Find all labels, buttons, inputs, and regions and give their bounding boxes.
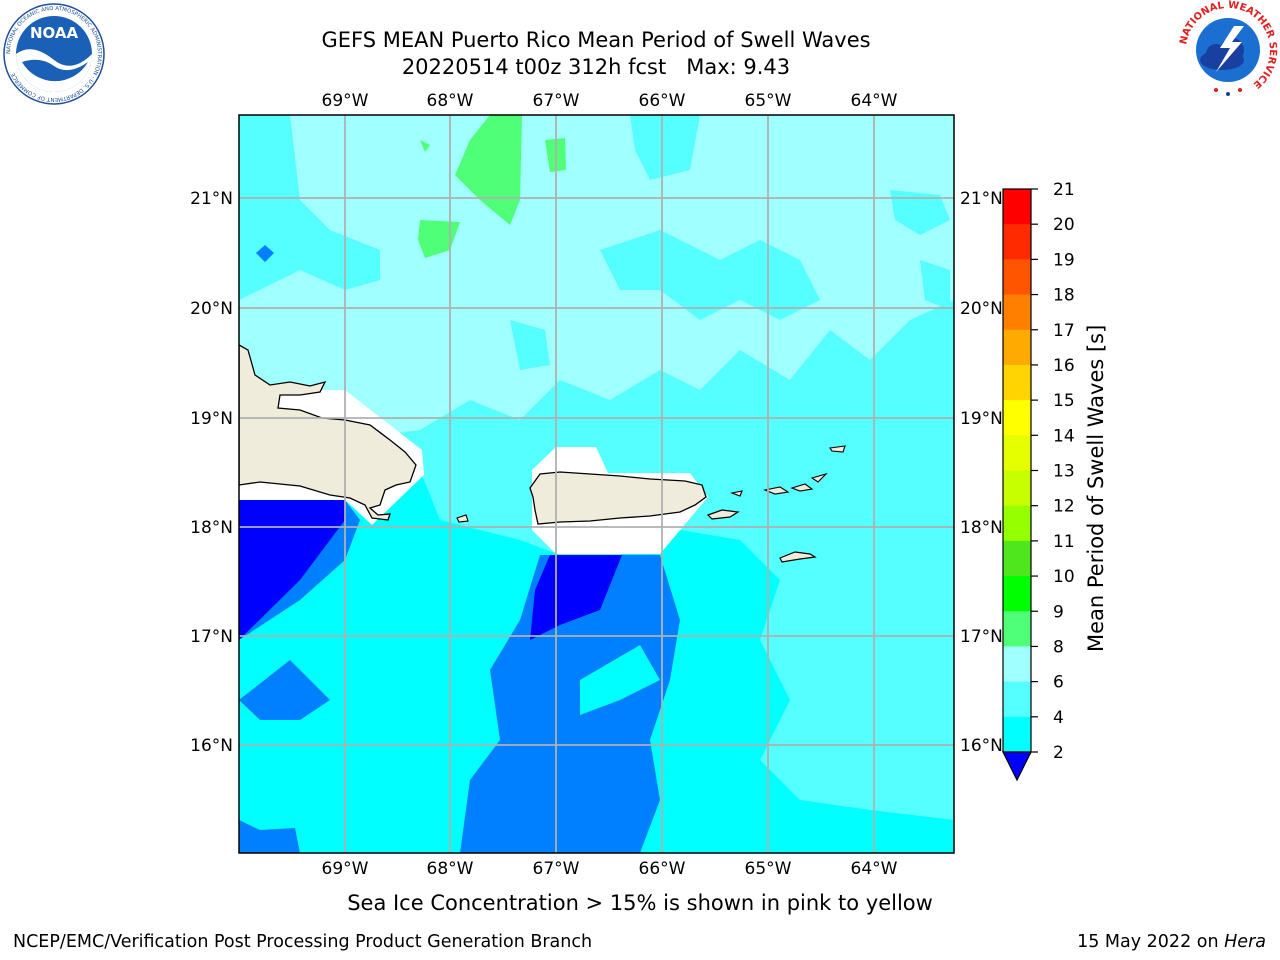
title-line-1: GEFS MEAN Puerto Rico Mean Period of Swe… [321, 28, 871, 52]
colorbar-segment [1003, 646, 1031, 683]
contour-below-2-center [530, 555, 622, 640]
lat-label-left: 17°N [190, 627, 233, 647]
contour-6-8-north-f [920, 260, 950, 310]
colorbar-segment [1003, 470, 1031, 507]
colorbar-segment [1003, 540, 1031, 577]
land-vieques [706, 509, 740, 520]
land-virgin-islands [730, 445, 846, 497]
contour-6-8-north-e [510, 320, 550, 370]
lat-label-left: 16°N [190, 736, 233, 756]
colorbar-segment [1003, 364, 1031, 401]
lat-label-right: 21°N [960, 189, 1003, 209]
colorbar-tick-label: 20 [1053, 215, 1075, 235]
colorbar-segment [1003, 611, 1031, 647]
land-st-croix [779, 551, 817, 563]
colorbar-tick-label: 8 [1053, 637, 1064, 657]
lat-labels-right: 21°N 20°N 19°N 18°N 17°N 16°N [960, 189, 1003, 756]
colorbar-segment [1003, 189, 1031, 225]
noaa-logo: NATIONAL OCEANIC AND ATMOSPHERIC ADMINIS… [2, 2, 106, 106]
lon-label-top: 64°W [851, 91, 898, 111]
colorbar-tick-label: 14 [1053, 426, 1075, 446]
colorbar-segment [1003, 681, 1031, 718]
colorbar-segment [1003, 259, 1031, 296]
lon-label-top: 66°W [639, 91, 686, 111]
colorbar-ticks: 21 20 19 18 17 16 15 14 13 12 11 10 9 8 6 4 2 [1031, 180, 1075, 763]
lat-label-left: 21°N [190, 189, 233, 209]
colorbar-segment [1003, 716, 1031, 753]
colorbar-segment [1003, 576, 1031, 612]
lat-label-right: 20°N [960, 299, 1003, 319]
colorbar-segment [1003, 435, 1031, 471]
colorbar-tick-label: 16 [1053, 356, 1075, 376]
colorbar-tick-label: 2 [1053, 743, 1064, 763]
lon-label-top: 69°W [322, 91, 369, 111]
lon-label-bottom: 66°W [639, 859, 686, 879]
lon-label-bottom: 68°W [427, 859, 474, 879]
contour-9-10-d [420, 140, 430, 152]
contour-2-4-center [460, 555, 680, 853]
colorbar-tick-label: 6 [1053, 673, 1064, 693]
footer-branch: NCEP/EMC/Verification Post Processing Pr… [13, 932, 593, 952]
lat-label-left: 18°N [190, 518, 233, 538]
footer-date-text: 15 May 2022 on [1077, 932, 1225, 952]
colorbar-segments [1003, 189, 1031, 753]
colorbar-tick-label: 13 [1053, 462, 1075, 482]
lon-label-bottom: 64°W [851, 859, 898, 879]
swell-contour-field [239, 115, 954, 853]
colorbar-tick-label: 18 [1053, 286, 1075, 306]
nws-logo: NATIONAL WEATHER SERVICE [1176, 0, 1280, 100]
lon-label-bottom: 67°W [533, 859, 580, 879]
contour-6-8-north-c [890, 190, 950, 235]
colorbar-segment [1003, 329, 1031, 366]
sea-ice-caption: Sea Ice Concentration > 15% is shown in … [347, 891, 933, 915]
contour-spot [256, 245, 274, 262]
lat-label-right: 19°N [960, 409, 1003, 429]
colorbar-tick-label: 11 [1053, 532, 1075, 552]
title-line-2: 20220514 t00z 312h fcst Max: 9.43 [401, 55, 791, 79]
colorbar-segment [1003, 224, 1031, 260]
colorbar-tick-label: 17 [1053, 321, 1075, 341]
colorbar-tick-label: 9 [1053, 602, 1064, 622]
colorbar-tick-label: 10 [1053, 567, 1075, 587]
lon-label-bottom: 69°W [322, 859, 369, 879]
lat-label-right: 16°N [960, 736, 1003, 756]
colorbar-tick-label: 15 [1053, 391, 1075, 411]
colorbar: 21 20 19 18 17 16 15 14 13 12 11 10 9 8 6 4 2 [1002, 180, 1075, 782]
colorbar-tick-label: 4 [1053, 708, 1064, 728]
lon-label-top: 67°W [533, 91, 580, 111]
colorbar-segment [1003, 400, 1031, 436]
colorbar-segment [1003, 294, 1031, 331]
lat-label-left: 19°N [190, 409, 233, 429]
contour-6-8-north-d [630, 115, 700, 180]
lat-labels-left: 21°N 20°N 19°N 18°N 17°N 16°N [190, 189, 233, 756]
map-frame [238, 114, 955, 854]
lat-label-right: 18°N [960, 518, 1003, 538]
lon-labels-bottom: 69°W 68°W 67°W 66°W 65°W 64°W [322, 859, 898, 879]
noaa-logo-text: NOAA [30, 24, 79, 42]
lat-label-right: 17°N [960, 627, 1003, 647]
map-gridlines [239, 115, 954, 853]
colorbar-tick-label: 19 [1053, 250, 1075, 270]
colorbar-tick-label: 21 [1053, 180, 1075, 200]
contour-4-6-inner [580, 645, 660, 715]
lat-label-left: 20°N [190, 299, 233, 319]
colorbar-label: Mean Period of Swell Waves [s] [1084, 324, 1108, 652]
lon-label-top: 68°W [427, 91, 474, 111]
colorbar-tick-label: 12 [1053, 497, 1075, 517]
colorbar-segment [1003, 505, 1031, 542]
lon-label-bottom: 65°W [745, 859, 792, 879]
colorbar-extend-arrow [1002, 751, 1032, 782]
land-islet [456, 514, 469, 523]
contour-2-4-sw [239, 820, 300, 853]
contour-below-2-west [239, 500, 345, 640]
footer-host: Hera [1224, 932, 1266, 952]
footer-date: 15 May 2022 on Hera [1077, 932, 1266, 952]
land-hispaniola [239, 344, 417, 521]
lon-label-top: 65°W [745, 91, 792, 111]
contour-6-8-north-b [600, 230, 820, 320]
lon-labels-top: 69°W 68°W 67°W 66°W 65°W 64°W [322, 91, 898, 111]
